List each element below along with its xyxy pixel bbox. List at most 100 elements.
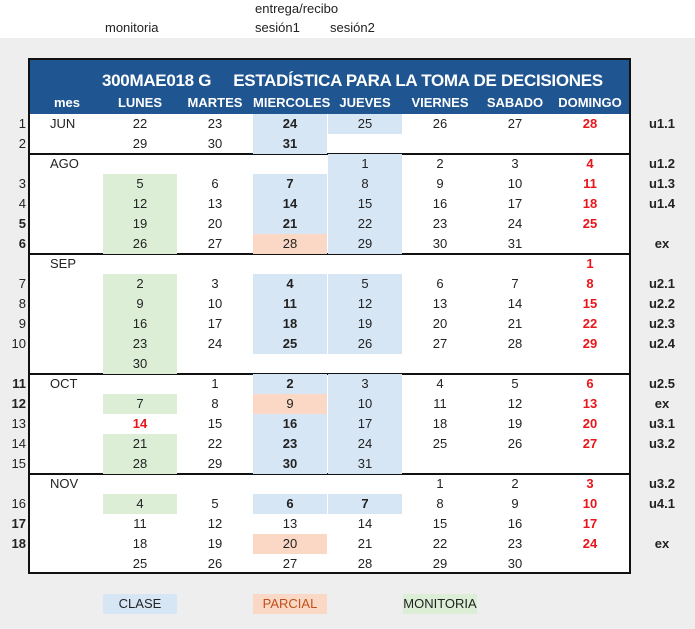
day-cell: 13 (282, 516, 298, 531)
day-cell: 16 (253, 414, 327, 434)
day-cell: 17 (207, 316, 223, 331)
day-cell: 27 (582, 436, 598, 451)
month-label: NOV (50, 476, 79, 491)
day-cell: 7 (253, 174, 327, 194)
day-cell: 22 (582, 316, 598, 331)
day-cell: 20 (207, 216, 223, 231)
day-cell: 29 (207, 456, 223, 471)
unit-label: u2.2 (648, 296, 675, 311)
day-cell: 8 (586, 276, 594, 291)
day-cell: 9 (253, 394, 327, 414)
day-cell: 26 (432, 116, 448, 131)
day-cell: 30 (507, 556, 523, 571)
week-number: 9 (18, 316, 26, 331)
day-cell: 26 (207, 556, 223, 571)
day-cell: 10 (328, 394, 402, 414)
unit-label: u1.3 (648, 176, 675, 191)
day-cell: 16 (507, 516, 523, 531)
day-cell: 25 (432, 436, 448, 451)
day-cell: 24 (207, 336, 223, 351)
day-cell: 24 (507, 216, 523, 231)
day-cell: 14 (253, 194, 327, 214)
week-number: 18 (11, 536, 26, 551)
legend-clase: CLASE (103, 594, 177, 614)
day-cell: 25 (253, 334, 327, 354)
month-label: OCT (50, 376, 78, 391)
day-cell: 2 (103, 274, 177, 294)
day-cell: 28 (582, 116, 598, 131)
day-cell: 18 (582, 196, 598, 211)
column-header-mes: mes (53, 95, 81, 110)
day-cell: 6 (436, 276, 444, 291)
day-cell: 14 (357, 516, 373, 531)
day-cell: 31 (507, 236, 523, 251)
unit-label: u2.3 (648, 316, 675, 331)
day-cell: 1 (328, 154, 402, 174)
week-number: 2 (18, 136, 26, 151)
day-cell: 8 (328, 174, 402, 194)
week-number: 6 (18, 236, 26, 251)
day-cell: 4 (586, 156, 594, 171)
day-cell: 15 (582, 296, 598, 311)
day-cell: 25 (132, 556, 148, 571)
unit-label: u4.1 (648, 496, 675, 511)
day-cell: 22 (207, 436, 223, 451)
week-number: 15 (11, 456, 26, 471)
day-cell: 17 (582, 516, 598, 531)
column-header-domingo: DOMINGO (558, 95, 622, 110)
column-header-miercoles: MIERCOLES (253, 95, 331, 110)
label-entrega-recibo: entrega/recibo (255, 1, 339, 16)
week-number: 7 (18, 276, 26, 291)
day-cell: 26 (328, 334, 402, 354)
day-cell: 17 (507, 196, 523, 211)
day-cell: 18 (253, 314, 327, 334)
day-cell: 25 (582, 216, 598, 231)
day-cell: 22 (432, 536, 448, 551)
day-cell: 28 (103, 454, 177, 474)
day-cell: 19 (207, 536, 223, 551)
day-cell: 22 (328, 214, 402, 234)
day-cell: 12 (328, 294, 402, 314)
top-header-area (0, 0, 695, 38)
day-cell: 1 (436, 476, 444, 491)
day-cell: 27 (507, 116, 523, 131)
day-cell: 28 (253, 234, 327, 254)
day-cell: 14 (132, 416, 148, 431)
day-cell: 7 (103, 394, 177, 414)
day-cell: 19 (328, 314, 402, 334)
day-cell: 30 (103, 354, 177, 374)
day-cell: 30 (432, 236, 448, 251)
day-cell: 12 (507, 396, 523, 411)
day-cell: 19 (507, 416, 523, 431)
day-cell: 21 (507, 316, 523, 331)
day-cell: 26 (103, 234, 177, 254)
day-cell: 4 (103, 494, 177, 514)
day-cell: 24 (253, 114, 327, 134)
day-cell: 20 (253, 534, 327, 554)
day-cell: 5 (211, 496, 219, 511)
unit-label: u1.4 (648, 196, 675, 211)
unit-label: ex (654, 536, 670, 551)
day-cell: 10 (207, 296, 223, 311)
column-header-lunes: LUNES (117, 95, 163, 110)
day-cell: 2 (511, 476, 519, 491)
day-cell: 11 (253, 294, 327, 314)
day-cell: 8 (211, 396, 219, 411)
day-cell: 28 (507, 336, 523, 351)
day-cell: 13 (207, 196, 223, 211)
day-cell: 18 (132, 536, 148, 551)
day-cell: 22 (132, 116, 148, 131)
day-cell: 23 (432, 216, 448, 231)
day-cell: 27 (207, 236, 223, 251)
day-cell: 27 (282, 556, 298, 571)
unit-label: u3.2 (648, 436, 675, 451)
day-cell: 21 (253, 214, 327, 234)
day-cell: 23 (207, 116, 223, 131)
calendar-header-band (28, 58, 631, 114)
unit-label: u1.2 (648, 156, 675, 171)
unit-label: u1.1 (648, 116, 675, 131)
day-cell: 11 (583, 176, 597, 191)
day-cell: 15 (207, 416, 223, 431)
unit-label: ex (654, 236, 670, 251)
day-cell: 3 (328, 374, 402, 394)
